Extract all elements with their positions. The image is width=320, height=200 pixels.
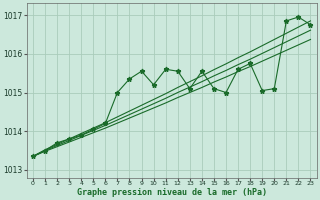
X-axis label: Graphe pression niveau de la mer (hPa): Graphe pression niveau de la mer (hPa) [77, 188, 267, 197]
